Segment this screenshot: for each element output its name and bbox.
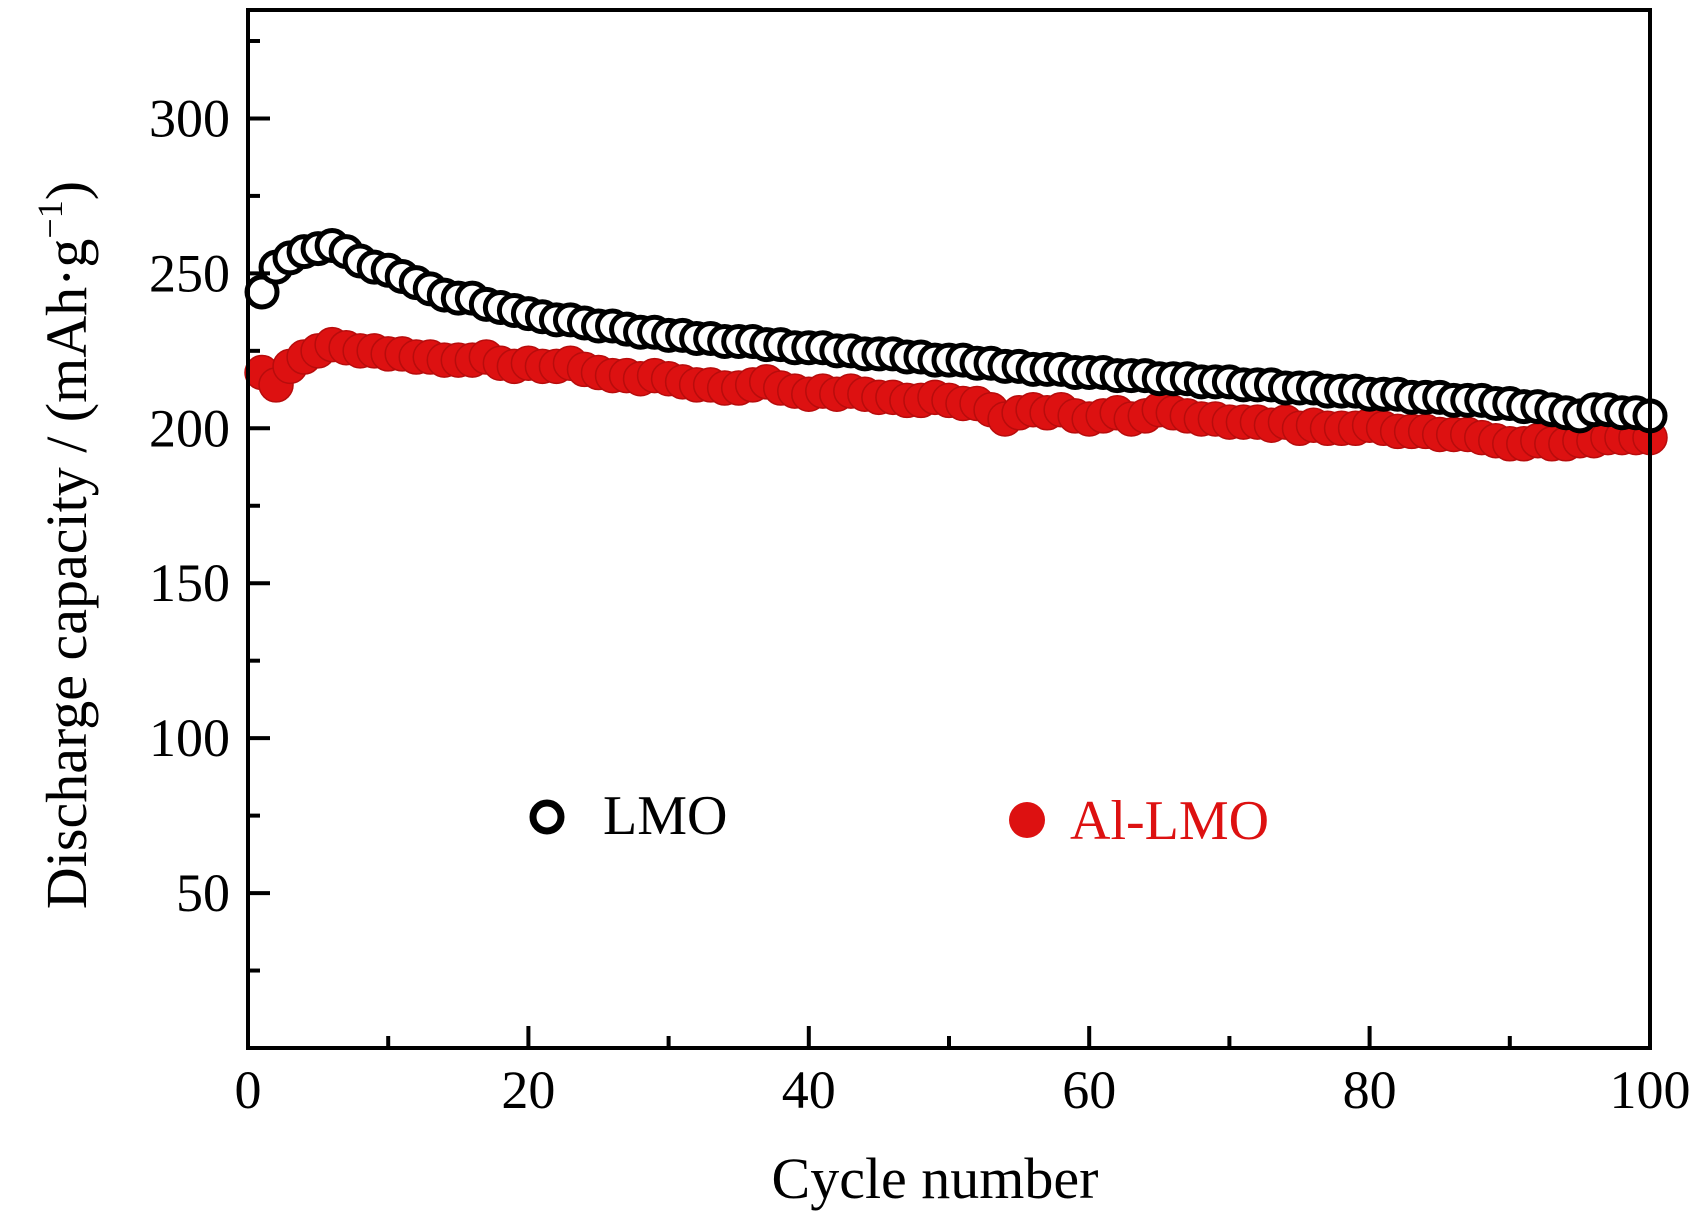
legend-label-al-lmo: Al-LMO bbox=[1070, 790, 1269, 852]
y-axis-title: Discharge capacity / (mAh·g−1) bbox=[30, 181, 99, 909]
y-tick-label: 200 bbox=[149, 398, 230, 458]
ticks-layer: 0 20 40 60 80 100 50 100 150 200 250 300 bbox=[149, 38, 1691, 1120]
x-axis-title: Cycle number bbox=[772, 1146, 1099, 1211]
legend-label-lmo: LMO bbox=[603, 785, 727, 847]
legend-marker-al-lmo bbox=[1009, 802, 1045, 838]
x-tick-label: 40 bbox=[782, 1060, 836, 1120]
legend: LMO Al-LMO bbox=[529, 785, 1269, 852]
y-axis-title-superscript: −1 bbox=[30, 200, 70, 238]
x-tick-label: 100 bbox=[1610, 1060, 1691, 1120]
plot-frame bbox=[246, 8, 1652, 1050]
x-tick-label: 20 bbox=[501, 1060, 555, 1120]
y-axis-title-close: ) bbox=[34, 181, 99, 200]
y-tick-label: 150 bbox=[149, 553, 230, 613]
legend-item-al-lmo: Al-LMO bbox=[1009, 790, 1269, 852]
markers-layer bbox=[244, 227, 1668, 462]
y-tick-label: 100 bbox=[149, 708, 230, 768]
y-tick-label: 250 bbox=[149, 243, 230, 303]
axes-layer bbox=[246, 8, 1652, 1050]
legend-item-lmo: LMO bbox=[529, 785, 727, 847]
y-tick-label: 50 bbox=[176, 863, 230, 923]
y-tick-label: 300 bbox=[149, 88, 230, 148]
y-axis-title-main: Discharge capacity / (mAh·g bbox=[34, 239, 99, 910]
x-tick-label: 0 bbox=[235, 1060, 262, 1120]
x-tick-label: 80 bbox=[1343, 1060, 1397, 1120]
x-tick-label: 60 bbox=[1062, 1060, 1116, 1120]
legend-marker-lmo bbox=[529, 799, 565, 835]
